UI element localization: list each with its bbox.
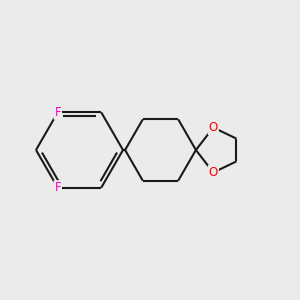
Text: F: F xyxy=(54,106,61,119)
Text: F: F xyxy=(54,181,61,194)
Text: O: O xyxy=(209,121,218,134)
Text: O: O xyxy=(209,166,218,179)
